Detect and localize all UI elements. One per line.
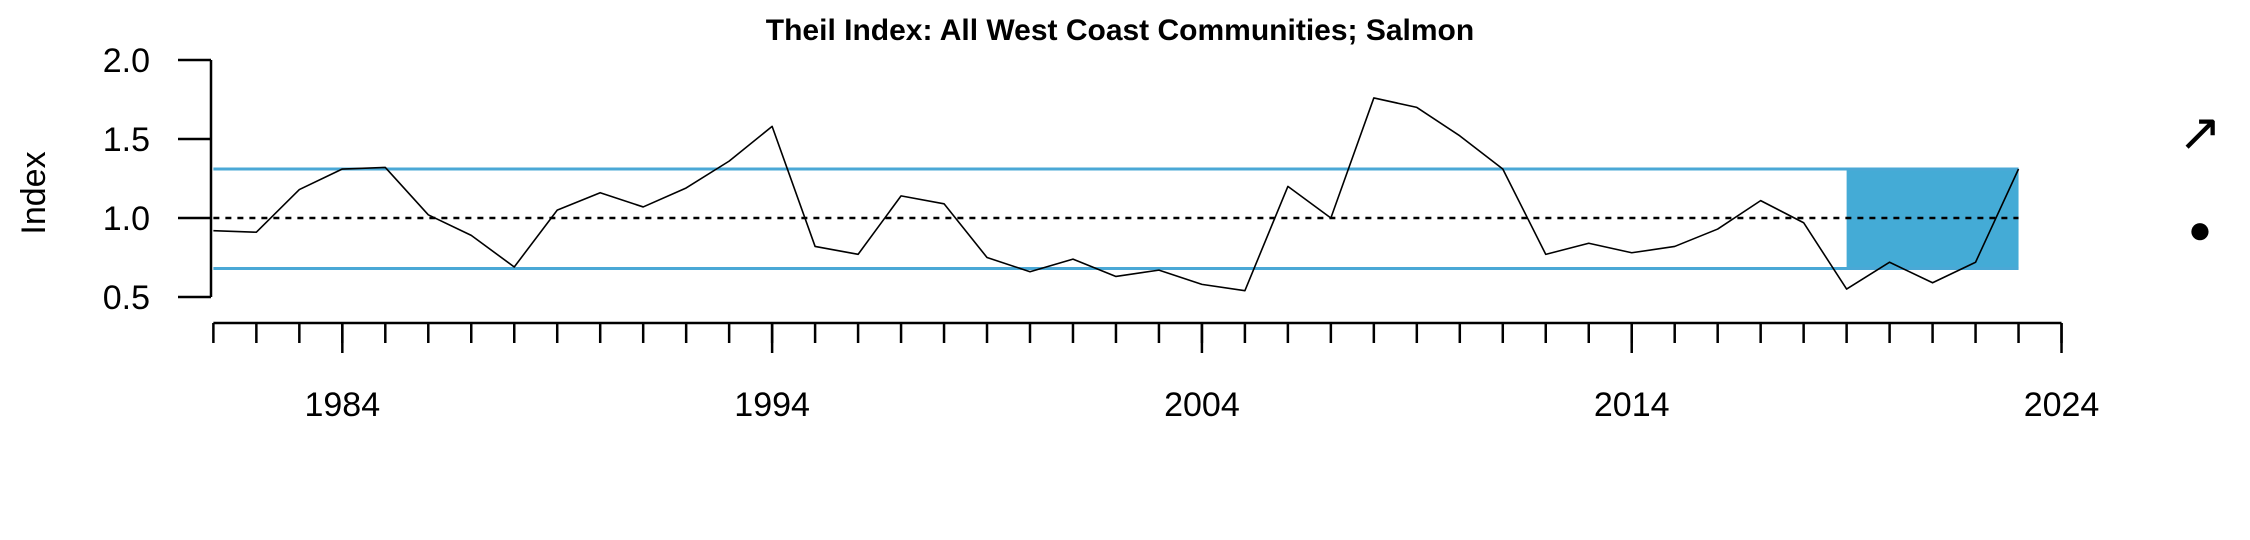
y-axis-title: Index: [15, 151, 53, 234]
plot-area: 0.5 1.0 1.5 2.0 1984 1994 2004 2014 2024: [103, 42, 2100, 424]
chart-title: Theil Index: All West Coast Communities;…: [766, 14, 1474, 47]
x-tick-label: 1994: [734, 386, 810, 424]
x-tick-label: 2004: [1164, 386, 1240, 424]
x-tick-label: 1984: [304, 386, 380, 424]
y-tick-label: 0.5: [103, 279, 150, 317]
y-tick-label: 1.5: [103, 121, 150, 159]
y-tick-label: 2.0: [103, 42, 150, 80]
series-line: [213, 97, 2020, 292]
x-tick-label: 2014: [1594, 386, 1670, 424]
x-tick-label: 2024: [2024, 386, 2100, 424]
status-dot-icon: ●: [2188, 208, 2212, 252]
y-tick-label: 1.0: [103, 200, 150, 238]
trend-arrow-icon: ↗: [2178, 104, 2222, 162]
